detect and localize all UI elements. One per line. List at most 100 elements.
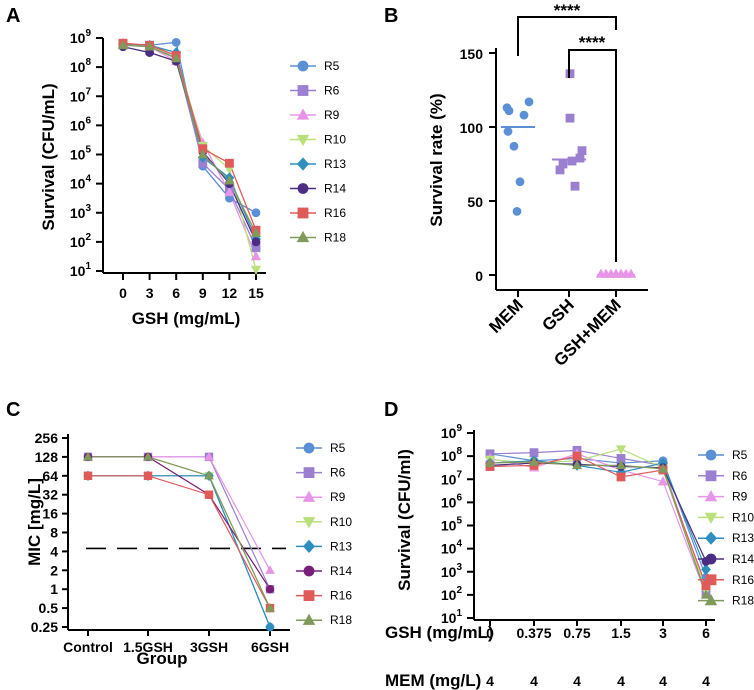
data-point-gsh [575,153,585,163]
data-point-gsh [570,181,580,191]
panel-label-b: B [384,5,398,27]
series-line-r9 [122,43,257,257]
legend-label: R14 [324,182,346,196]
y-tick-base: 10 [70,205,86,221]
data-point-r18 [117,39,129,50]
x-tick-label: 9 [199,285,207,301]
y-tick-label: 106 [70,115,92,133]
legend-marker [297,183,309,194]
data-point-r16 [204,490,214,499]
gsh-value: 0 [486,625,494,641]
y-tick-base: 10 [70,176,86,192]
data-point-gsh [567,156,577,166]
y-tick-base: 10 [70,59,86,75]
gsh-value: 3 [659,625,667,641]
y-tick-exp: 8 [456,446,462,457]
series-line-r10 [88,475,271,609]
data-point-r16 [143,471,153,480]
legend-label: R9 [324,108,340,122]
y-tick-exp: 9 [85,28,91,39]
y-tick-exp: 2 [456,585,462,596]
y-tick-base: 10 [441,564,457,580]
y-tick-label: 107 [70,86,92,104]
legend-marker [296,157,310,171]
gsh-value: 0.375 [516,625,551,641]
y-tick-exp: 5 [456,516,462,527]
y-tick-exp: 3 [85,203,91,214]
y-tick-base: 10 [441,494,457,510]
x-tick-label: 3GSH [190,639,228,655]
data-point-r10 [250,265,262,275]
y-tick-label: 109 [441,423,463,441]
data-point-gsh [558,159,568,169]
y-tick-label: 256 [35,430,59,446]
data-point-r9 [657,476,669,486]
y-tick-base: 10 [70,263,86,279]
series-line-r18 [88,456,271,609]
x-tick-label: 6 [172,285,180,301]
significance-bracket [517,16,617,56]
data-point-r18 [528,456,540,466]
legend-marker [296,108,310,120]
data-point-r18 [700,589,712,599]
chart-b-ylabel: Survival rate (%) [427,93,446,226]
data-point-r9 [224,186,235,197]
data-point-r18 [571,459,583,470]
y-tick-exp: 2 [85,232,91,243]
legend-label: R10 [330,515,352,529]
significance-label: **** [554,1,581,20]
y-tick-exp: 9 [456,423,462,434]
series-line-r6 [122,43,257,248]
data-point-r16 [616,472,626,482]
series-line-r9 [88,456,271,571]
legend-label: R10 [732,510,754,524]
y-tick-base: 10 [441,425,457,441]
data-point-r18 [171,52,182,63]
legend-marker [297,207,309,219]
data-point-mem [524,97,534,107]
data-point-r18 [265,602,275,612]
legend-marker [296,230,310,243]
data-point-r18 [224,175,235,185]
data-point-r14 [265,585,275,594]
data-point-r13 [265,621,275,633]
y-tick-label: 101 [441,608,463,626]
legend-label: R18 [324,231,346,245]
mem-value: 4 [702,673,710,689]
legend-marker [704,490,718,502]
panel-label-a: A [6,5,20,27]
data-point-r13 [701,564,711,575]
data-point-r5 [251,208,261,218]
y-tick-base: 10 [441,587,457,603]
y-tick-label: 105 [70,145,92,163]
series-line-r14 [489,462,707,562]
y-tick-label: 107 [441,469,463,487]
data-point-gsh [577,146,587,156]
series-line-r18 [122,44,257,234]
y-tick-base: 10 [70,147,86,163]
chart-c-xlabel: Group [137,649,188,668]
y-tick-exp: 7 [85,86,91,97]
y-tick-label: 104 [70,174,92,192]
data-point-r18 [484,457,496,467]
x-tick-label: 6GSH [251,639,289,655]
series-line-r5 [489,453,707,578]
legend-marker [705,470,717,482]
series-line-r5 [88,475,271,628]
y-tick-label: 8 [50,525,58,541]
x-tick-label: GSH [538,295,577,334]
y-tick-label: 102 [70,232,92,250]
legend-marker [302,490,316,502]
data-point-r14 [251,237,261,247]
legend-label: R6 [324,84,340,98]
y-tick-label: 104 [441,539,463,557]
x-tick-label: 1.5GSH [123,639,173,655]
x-tick-label: 15 [248,285,264,301]
legend-marker [303,467,315,479]
y-tick-label: 102 [441,585,463,603]
series-line-r5 [122,41,257,214]
legend-label: R6 [330,466,346,480]
x-tick-label: 0 [119,285,127,301]
